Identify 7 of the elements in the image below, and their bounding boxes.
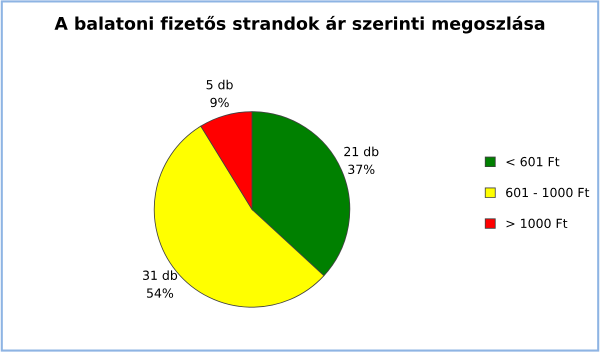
data-label: 5 db 9% — [206, 80, 233, 108]
chart-title: A balatoni fizetős strandok ár szerinti megoszlása — [54, 16, 544, 34]
data-label: 31 db 54% — [142, 270, 178, 298]
legend-label: > 1000 Ft — [506, 218, 568, 228]
data-label: 21 db 37% — [344, 146, 378, 174]
legend-label: 601 - 1000 Ft — [506, 188, 590, 198]
legend-label: < 601 Ft — [506, 156, 560, 166]
